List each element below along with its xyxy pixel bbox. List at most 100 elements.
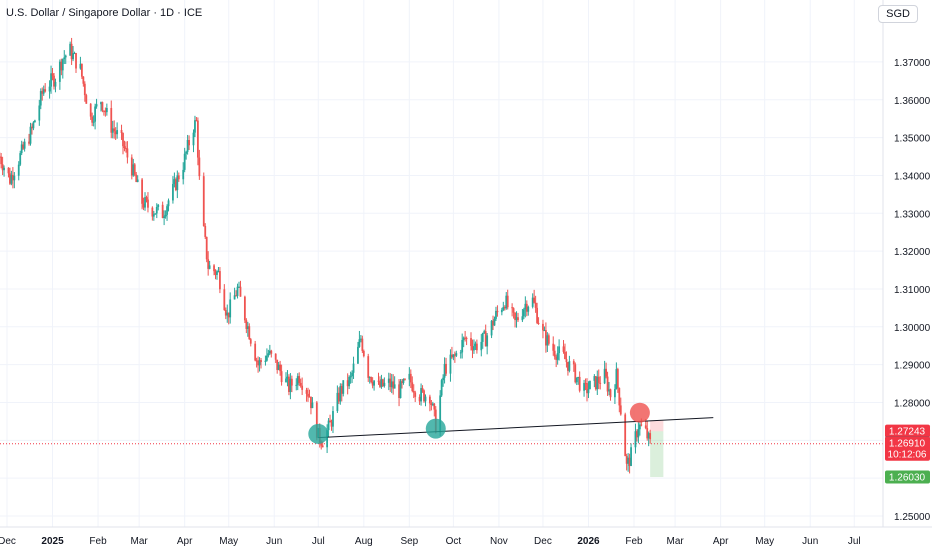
candle-body: [288, 376, 290, 392]
time-axis: Dec 2025 Feb Mar Apr May Jun Jul Aug Sep Oct Nov Dec…: [0, 526, 932, 547]
candle-body: [310, 396, 312, 409]
candle-body: [164, 214, 167, 217]
candle-body: [368, 377, 371, 379]
candle-body: [628, 457, 631, 466]
x-tick-label: Sep: [400, 536, 418, 547]
candle-body: [608, 389, 610, 392]
candle-body: [474, 343, 477, 347]
candle-body: [512, 308, 515, 313]
marker-circle[interactable]: [425, 418, 446, 439]
candle-body: [362, 350, 365, 357]
price-label-box: [885, 470, 930, 484]
candle-body: [389, 378, 392, 388]
candle-body: [495, 310, 497, 319]
candle-body: [411, 382, 414, 391]
candle-body: [387, 378, 390, 383]
y-tick-label: 1.37000: [894, 58, 931, 69]
candle-body: [599, 382, 602, 384]
candle-body: [116, 130, 119, 135]
candle-body: [646, 428, 649, 439]
candle-body: [233, 295, 236, 300]
trendline[interactable]: [318, 417, 714, 439]
candle-body: [370, 377, 373, 383]
candle-body: [32, 122, 35, 129]
candle-body: [3, 167, 5, 171]
candle-body: [7, 167, 10, 174]
candle-body: [126, 148, 129, 158]
candle-body: [340, 386, 343, 394]
x-tick-label: May: [219, 536, 238, 547]
candle-body: [239, 286, 242, 297]
candle-body: [132, 164, 135, 176]
candle-body: [130, 157, 133, 176]
candle-body: [224, 310, 227, 316]
candle-body: [192, 132, 195, 146]
currency-button[interactable]: SGD: [878, 5, 918, 23]
candle-body: [500, 309, 503, 313]
x-tick-label: Dec: [0, 536, 16, 547]
candle-body: [216, 271, 218, 275]
candle-body: [136, 179, 139, 182]
candle-body: [154, 213, 157, 215]
candle-body: [640, 424, 643, 426]
candle-body: [562, 346, 565, 352]
candle-body: [475, 343, 478, 351]
candle-body: [428, 396, 431, 404]
candle-body: [493, 318, 496, 326]
candle-body: [257, 360, 259, 366]
candle-body: [70, 43, 73, 60]
candle-body: [583, 382, 585, 391]
candle-body: [321, 445, 324, 448]
x-tick-label: Jun: [802, 536, 818, 547]
candle-body: [38, 105, 41, 121]
candle-body: [167, 200, 170, 207]
x-tick-label: Feb: [625, 536, 643, 547]
candle-body: [382, 379, 384, 387]
candle-body: [430, 403, 433, 405]
candle-body: [227, 312, 230, 318]
candle-body: [80, 63, 83, 77]
candle-body: [421, 388, 424, 391]
candle-body: [330, 422, 333, 427]
candle-body: [214, 271, 217, 275]
y-tick-label: 1.32000: [894, 247, 931, 258]
candle-body: [547, 335, 550, 344]
candle-body: [95, 104, 98, 107]
candle-body: [198, 157, 201, 177]
candle-body: [527, 306, 530, 312]
marker-circle[interactable]: [629, 402, 650, 423]
candle-body: [452, 354, 455, 358]
candle-body: [329, 420, 331, 423]
markers: [308, 402, 650, 444]
candle-body: [451, 354, 453, 358]
candle-body: [524, 303, 527, 310]
candle-body: [100, 102, 102, 105]
candle-body: [173, 179, 176, 184]
candle-body: [606, 376, 609, 392]
candle-body: [83, 83, 86, 96]
candle-body: [39, 91, 42, 106]
candle-body: [423, 390, 425, 402]
candle-body: [185, 151, 188, 154]
position-target-zone: [650, 431, 664, 478]
candle-body: [377, 380, 380, 382]
candle-body: [286, 376, 289, 379]
candle-body: [110, 107, 113, 133]
candle-body: [226, 312, 229, 316]
candle-body: [217, 271, 220, 273]
candle-body: [393, 384, 396, 389]
x-tick-label: Apr: [713, 536, 729, 547]
candle-body: [89, 103, 92, 117]
candle-body: [577, 376, 580, 378]
candle-body: [359, 338, 362, 340]
candle-body: [424, 396, 427, 402]
candle-body: [383, 382, 386, 387]
marker-circle[interactable]: [308, 423, 329, 444]
candle-body: [380, 379, 383, 387]
candle-body: [20, 144, 23, 154]
candle-body: [624, 414, 627, 457]
candle-body: [17, 164, 20, 176]
candle-body: [558, 346, 561, 354]
candle-body: [270, 350, 273, 354]
